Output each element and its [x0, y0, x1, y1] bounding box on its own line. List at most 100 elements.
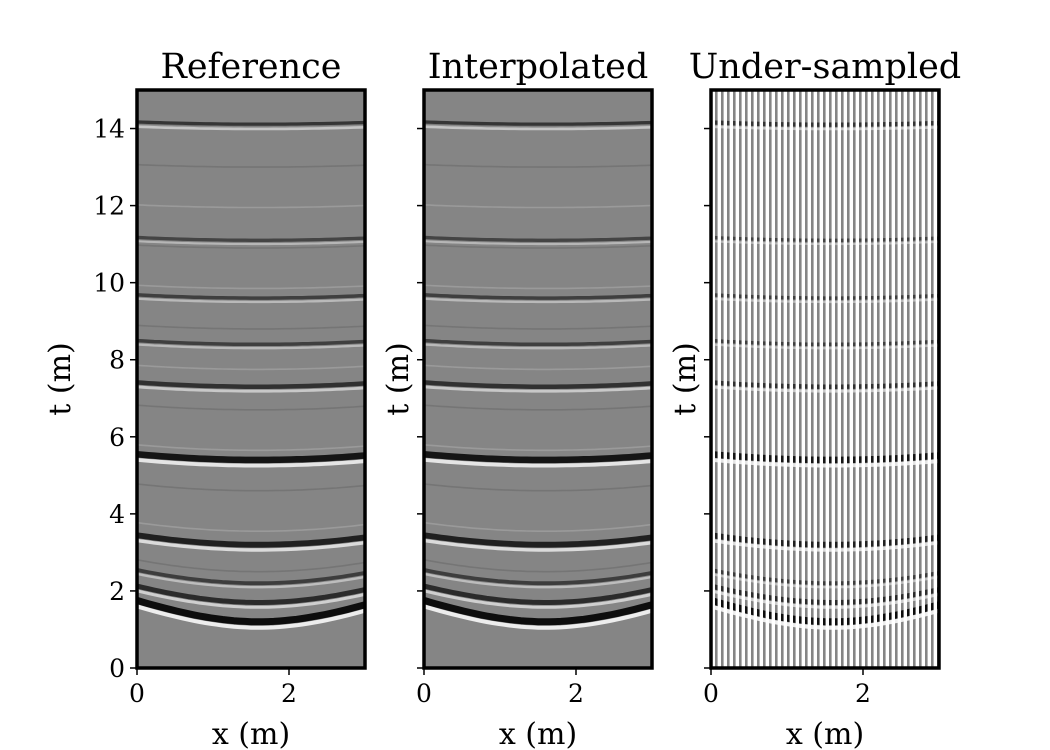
- reflection-event: [711, 532, 939, 548]
- y-ticks: 0 2 4 6 8 10 12 14: [93, 115, 137, 683]
- y-tick-label: 10: [93, 269, 125, 298]
- reflection-event-highlight: [137, 385, 365, 393]
- heatmap-reference: [137, 90, 365, 668]
- reflection-event: [137, 293, 365, 300]
- y-tick-label: 12: [93, 192, 125, 221]
- reflection-event: [137, 597, 365, 626]
- x-tick-label: 0: [129, 679, 145, 708]
- reflection-event-highlight: [711, 604, 939, 630]
- reflection-event: [424, 380, 652, 389]
- texture-event: [424, 559, 652, 573]
- reflection-event-highlight: [711, 589, 939, 609]
- y-tick-label: 6: [109, 423, 125, 452]
- reflection-event-highlight: [424, 240, 652, 246]
- y-axis-label: t (m): [381, 342, 416, 415]
- axes-frame: [422, 88, 654, 670]
- reflection-event: [711, 338, 939, 347]
- reflection-event: [137, 235, 365, 242]
- texture-event: [137, 483, 365, 492]
- reflection-event: [711, 568, 939, 586]
- x-axis-label: x (m): [212, 717, 290, 750]
- reflection-event: [711, 583, 939, 605]
- reflection-event: [424, 120, 652, 127]
- heatmap-background: [711, 90, 939, 668]
- reflection-event-highlight: [424, 343, 652, 350]
- reflection-event-highlight: [711, 385, 939, 393]
- y-tick-label: 14: [93, 115, 125, 144]
- reflection-event-highlight: [137, 604, 365, 630]
- reflection-event: [137, 450, 365, 464]
- texture-event: [137, 204, 365, 209]
- texture-event: [424, 244, 652, 249]
- reflection-event-highlight: [137, 343, 365, 350]
- reflection-event-highlight: [137, 458, 365, 468]
- reflection-event-highlight: [711, 572, 939, 589]
- reflection-event-highlight: [711, 297, 939, 304]
- reflection-event: [424, 583, 652, 605]
- y-axis-label: t (m): [43, 342, 78, 415]
- reflection-event-highlight: [137, 572, 365, 589]
- reflection-event-highlight: [137, 240, 365, 246]
- reflection-event: [137, 532, 365, 548]
- x-axis-label: x (m): [786, 717, 864, 750]
- reflection-event-highlight: [711, 458, 939, 468]
- heatmap-under-sampled: [711, 90, 939, 668]
- panel-title: Under-sampled: [689, 47, 961, 87]
- reflection-event-highlight: [137, 125, 365, 131]
- y-tick-label: 2: [109, 577, 125, 606]
- texture-event: [137, 404, 365, 411]
- texture-event: [137, 559, 365, 573]
- x-tick-label: 2: [568, 679, 584, 708]
- texture-event: [424, 284, 652, 290]
- texture-event: [424, 163, 652, 168]
- panel-title: Interpolated: [428, 47, 649, 87]
- reflection-event: [711, 293, 939, 300]
- reflection-event-highlight: [137, 589, 365, 609]
- reflection-event: [137, 380, 365, 389]
- y-tick-label: 4: [109, 500, 125, 529]
- reflection-event-highlight: [424, 589, 652, 609]
- reflection-event: [424, 568, 652, 586]
- texture-event: [424, 123, 652, 128]
- reflection-event: [424, 235, 652, 242]
- texture-event: [424, 444, 652, 452]
- reflection-event: [424, 450, 652, 464]
- texture-event: [137, 324, 365, 330]
- panel-title: Reference: [160, 47, 341, 87]
- reflection-event-highlight: [711, 538, 939, 552]
- texture-event: [137, 364, 365, 371]
- reflection-event: [137, 338, 365, 347]
- reflection-event: [711, 120, 939, 127]
- reflection-event-highlight: [424, 458, 652, 468]
- texture-event: [137, 123, 365, 128]
- x-tick-label: 2: [281, 679, 297, 708]
- reflection-event: [424, 597, 652, 626]
- y-axis-label: t (m): [668, 342, 703, 415]
- reflection-event-highlight: [424, 572, 652, 589]
- reflection-event-highlight: [424, 125, 652, 131]
- y-tick-label: 0: [109, 654, 125, 683]
- y-tick-label: 8: [109, 346, 125, 375]
- reflection-event: [711, 450, 939, 464]
- texture-event: [137, 244, 365, 249]
- reflection-event: [711, 380, 939, 389]
- texture-event: [137, 163, 365, 168]
- reflection-event-highlight: [711, 343, 939, 350]
- reflection-event: [137, 120, 365, 127]
- reflection-event: [711, 235, 939, 242]
- reflection-event: [137, 583, 365, 605]
- axes-frame: [135, 88, 367, 670]
- texture-event: [424, 404, 652, 411]
- reflection-event-highlight: [137, 538, 365, 552]
- texture-event: [137, 444, 365, 452]
- reflection-event: [424, 293, 652, 300]
- reflection-event: [137, 568, 365, 586]
- texture-event: [424, 483, 652, 492]
- texture-event: [137, 284, 365, 290]
- reflection-event-highlight: [424, 604, 652, 630]
- y-ticks: [417, 127, 424, 669]
